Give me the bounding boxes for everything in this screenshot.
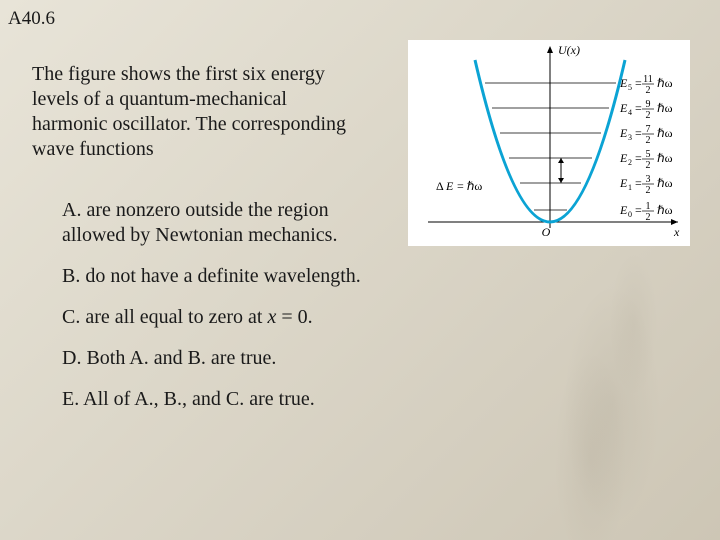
- svg-text:E: E: [619, 203, 628, 217]
- svg-text:7: 7: [646, 124, 651, 135]
- svg-text:2: 2: [646, 160, 651, 171]
- svg-text:2: 2: [646, 212, 651, 223]
- svg-text:0: 0: [628, 210, 632, 219]
- option-e: E. All of A., B., and C. are true.: [62, 387, 562, 412]
- slide-number: A40.6: [8, 8, 55, 30]
- option-c-text-before: are all equal to zero at: [85, 306, 267, 328]
- svg-text:3: 3: [628, 133, 632, 142]
- svg-text:=: =: [635, 101, 642, 115]
- svg-text:=: =: [635, 126, 642, 140]
- svg-text:1: 1: [628, 183, 632, 192]
- svg-text:E: E: [445, 179, 454, 193]
- svg-text:ℏω: ℏω: [657, 76, 673, 90]
- figure-svg: E0=12ℏωE1=32ℏωE2=52ℏωE3=72ℏωE4=92ℏωE5=11…: [408, 40, 690, 246]
- svg-text:3: 3: [646, 174, 651, 185]
- option-b-label: B.: [62, 265, 80, 287]
- svg-text:=: =: [635, 176, 642, 190]
- svg-text:E: E: [619, 101, 628, 115]
- svg-text:E: E: [619, 126, 628, 140]
- svg-text:4: 4: [628, 108, 632, 117]
- option-b: B. do not have a definite wavelength.: [62, 264, 562, 289]
- svg-text:5: 5: [646, 149, 651, 160]
- svg-text:= ℏω: = ℏω: [457, 179, 482, 193]
- svg-text:5: 5: [628, 83, 632, 92]
- option-c-label: C.: [62, 306, 80, 328]
- svg-text:2: 2: [646, 85, 651, 96]
- svg-text:E: E: [619, 151, 628, 165]
- svg-text:Δ: Δ: [436, 179, 444, 193]
- svg-text:ℏω: ℏω: [657, 176, 673, 190]
- option-d: D. Both A. and B. are true.: [62, 346, 562, 371]
- option-e-label: E.: [62, 388, 79, 410]
- svg-text:2: 2: [646, 110, 651, 121]
- svg-text:9: 9: [646, 99, 651, 110]
- svg-text:ℏω: ℏω: [657, 101, 673, 115]
- question-text: The figure shows the first six energy le…: [32, 62, 362, 162]
- energy-level-figure: E0=12ℏωE1=32ℏωE2=52ℏωE3=72ℏωE4=92ℏωE5=11…: [408, 40, 690, 246]
- svg-text:2: 2: [628, 158, 632, 167]
- svg-text:ℏω: ℏω: [657, 203, 673, 217]
- svg-text:=: =: [635, 76, 642, 90]
- option-a: A. are nonzero outside the region allowe…: [62, 198, 382, 248]
- option-c-text-after: = 0.: [276, 306, 312, 328]
- svg-text:=: =: [635, 151, 642, 165]
- option-a-text: are nonzero outside the region allowed b…: [62, 199, 337, 246]
- svg-text:O: O: [542, 225, 551, 239]
- svg-text:ℏω: ℏω: [657, 126, 673, 140]
- option-a-label: A.: [62, 199, 81, 221]
- svg-text:E: E: [619, 176, 628, 190]
- svg-text:=: =: [635, 203, 642, 217]
- option-d-label: D.: [62, 347, 81, 369]
- svg-text:E: E: [619, 76, 628, 90]
- option-d-text: Both A. and B. are true.: [86, 347, 276, 369]
- svg-text:1: 1: [646, 201, 651, 212]
- svg-text:2: 2: [646, 135, 651, 146]
- option-b-text: do not have a definite wavelength.: [85, 265, 360, 287]
- option-e-text: All of A., B., and C. are true.: [83, 388, 315, 410]
- svg-text:2: 2: [646, 185, 651, 196]
- svg-text:11: 11: [643, 74, 653, 85]
- svg-text:ℏω: ℏω: [657, 151, 673, 165]
- svg-text:x: x: [673, 225, 680, 239]
- option-c: C. are all equal to zero at x = 0.: [62, 305, 562, 330]
- svg-text:U(x): U(x): [558, 43, 580, 57]
